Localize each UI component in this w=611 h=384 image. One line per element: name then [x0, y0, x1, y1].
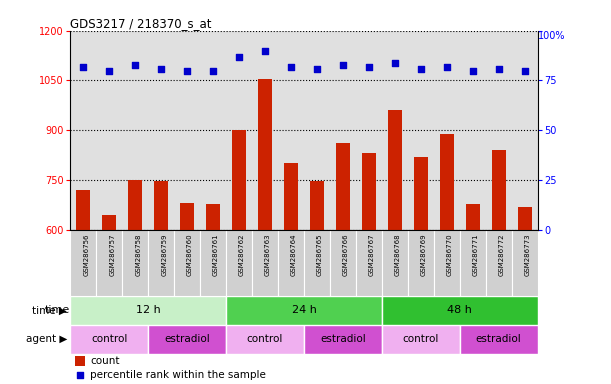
Point — [312, 65, 322, 71]
Bar — [180, 203, 194, 230]
Text: 48 h: 48 h — [447, 306, 472, 316]
Text: GSM286756: GSM286756 — [83, 233, 89, 276]
Bar — [76, 190, 90, 230]
Text: estradiol: estradiol — [476, 334, 522, 344]
Point — [442, 63, 452, 70]
Text: GSM286764: GSM286764 — [291, 233, 297, 276]
Point — [234, 53, 244, 60]
Bar — [310, 180, 324, 230]
Text: GSM286769: GSM286769 — [421, 233, 427, 276]
Text: GSM286765: GSM286765 — [317, 233, 323, 276]
Bar — [226, 325, 304, 354]
Bar — [459, 325, 538, 354]
Text: percentile rank within the sample: percentile rank within the sample — [90, 371, 266, 381]
Text: GSM286772: GSM286772 — [499, 233, 505, 276]
Bar — [304, 230, 330, 296]
Text: GSM286759: GSM286759 — [161, 233, 167, 276]
Text: GSM286773: GSM286773 — [525, 233, 531, 276]
Bar — [70, 325, 148, 354]
Bar — [414, 157, 428, 230]
Bar — [362, 154, 376, 230]
Point — [338, 61, 348, 68]
Bar — [258, 79, 272, 230]
Point — [494, 65, 503, 71]
Text: GSM286770: GSM286770 — [447, 233, 453, 276]
Bar — [459, 230, 486, 296]
Bar — [492, 150, 506, 230]
Text: GSM286761: GSM286761 — [213, 233, 219, 276]
Text: control: control — [91, 334, 128, 344]
Text: GSM286768: GSM286768 — [395, 233, 401, 276]
Bar — [75, 356, 85, 366]
Text: GSM286760: GSM286760 — [187, 233, 193, 276]
Bar — [434, 230, 459, 296]
Bar — [122, 230, 148, 296]
Bar — [97, 230, 122, 296]
Bar — [102, 215, 116, 230]
Bar — [148, 230, 174, 296]
Bar — [512, 230, 538, 296]
Text: GSM286757: GSM286757 — [109, 233, 115, 276]
Text: 100%: 100% — [538, 31, 565, 41]
Bar — [304, 325, 382, 354]
Bar — [200, 230, 226, 296]
Bar — [466, 204, 480, 230]
Text: 24 h: 24 h — [291, 306, 316, 316]
Bar — [154, 180, 168, 230]
Text: GDS3217 / 218370_s_at: GDS3217 / 218370_s_at — [70, 17, 212, 30]
Bar — [382, 230, 408, 296]
Text: control: control — [403, 334, 439, 344]
Bar — [252, 230, 278, 296]
Text: GSM286767: GSM286767 — [369, 233, 375, 276]
Point — [468, 68, 478, 74]
Bar — [70, 296, 226, 325]
Bar — [226, 296, 382, 325]
Bar — [226, 230, 252, 296]
Bar — [70, 230, 97, 296]
Bar — [356, 230, 382, 296]
Text: estradiol: estradiol — [164, 334, 210, 344]
Point — [416, 65, 426, 71]
Bar — [518, 207, 532, 230]
Point — [520, 68, 530, 74]
Point — [75, 372, 85, 379]
Text: time ▶: time ▶ — [32, 306, 67, 316]
Bar — [440, 134, 454, 230]
Bar — [128, 180, 142, 230]
Text: count: count — [90, 356, 119, 366]
Point — [130, 61, 140, 68]
Text: agent ▶: agent ▶ — [26, 334, 67, 344]
Text: estradiol: estradiol — [320, 334, 366, 344]
Bar — [382, 296, 538, 325]
Point — [260, 48, 270, 54]
Text: time: time — [45, 306, 70, 316]
Point — [104, 68, 114, 74]
Bar — [206, 204, 220, 230]
Text: control: control — [247, 334, 284, 344]
Bar — [486, 230, 512, 296]
Bar — [330, 230, 356, 296]
Point — [286, 63, 296, 70]
Point — [364, 63, 374, 70]
Bar — [382, 325, 459, 354]
Text: GSM286758: GSM286758 — [135, 233, 141, 276]
Text: GSM286771: GSM286771 — [473, 233, 479, 276]
Bar — [278, 230, 304, 296]
Point — [78, 63, 88, 70]
Point — [156, 65, 166, 71]
Text: GSM286763: GSM286763 — [265, 233, 271, 276]
Text: GSM286762: GSM286762 — [239, 233, 245, 276]
Bar — [336, 143, 350, 230]
Bar — [408, 230, 434, 296]
Text: GSM286766: GSM286766 — [343, 233, 349, 276]
Bar — [148, 325, 226, 354]
Bar — [174, 230, 200, 296]
Point — [182, 68, 192, 74]
Point — [390, 60, 400, 66]
Bar — [284, 164, 298, 230]
Point — [208, 68, 218, 74]
Text: 12 h: 12 h — [136, 306, 161, 316]
Bar — [232, 129, 246, 230]
Bar — [388, 110, 402, 230]
